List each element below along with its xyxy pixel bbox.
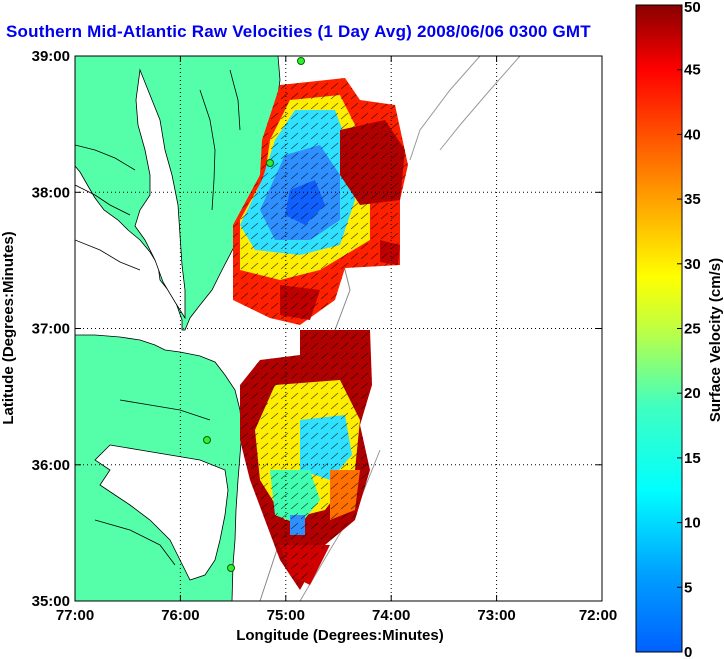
colorbar-tick-label: 10 bbox=[684, 515, 701, 532]
colorbar-tick-label: 40 bbox=[684, 126, 701, 143]
colorbar-tick-label: 30 bbox=[684, 256, 701, 273]
radar-station-marker bbox=[203, 436, 211, 444]
x-tick-label: 75:00 bbox=[267, 607, 305, 624]
chart-title: Southern Mid-Atlantic Raw Velocities (1 … bbox=[6, 22, 591, 41]
colorbar-tick-label: 20 bbox=[684, 385, 701, 402]
chesapeake-bay bbox=[134, 68, 186, 320]
radar-station-marker bbox=[297, 57, 305, 65]
colorbar-tick-label: 5 bbox=[684, 579, 692, 596]
y-tick-label: 39:00 bbox=[32, 48, 70, 65]
grid-lines bbox=[75, 56, 602, 601]
colorbar-tick-label: 0 bbox=[684, 644, 692, 659]
colorbar-tick-label: 25 bbox=[684, 321, 701, 338]
x-tick-label: 74:00 bbox=[372, 607, 410, 624]
x-tick-label: 77:00 bbox=[56, 607, 94, 624]
north-velocity-field bbox=[233, 78, 408, 325]
colorbar bbox=[635, 4, 683, 653]
south-velocity-field bbox=[240, 330, 372, 590]
colorbar-tick-label: 45 bbox=[684, 62, 701, 79]
radar-station-marker bbox=[227, 564, 235, 572]
radar-station-marker bbox=[266, 159, 274, 167]
y-tick-label: 36:00 bbox=[32, 457, 70, 474]
x-tick-label: 73:00 bbox=[477, 607, 515, 624]
y-tick-label: 38:00 bbox=[32, 184, 70, 201]
colorbar-label: Surface Velocity (cm/s) bbox=[707, 258, 724, 422]
colorbar-tick-label: 15 bbox=[684, 450, 701, 467]
x-tick-label: 76:00 bbox=[161, 607, 199, 624]
y-tick-label: 37:00 bbox=[32, 321, 70, 338]
y-tick-label: 35:00 bbox=[32, 593, 70, 610]
colorbar-tick-label: 35 bbox=[684, 191, 701, 208]
x-axis-label: Longitude (Degrees:Minutes) bbox=[236, 627, 444, 644]
albemarle-sound bbox=[94, 444, 229, 581]
y-axis-label: Latitude (Degrees:Minutes) bbox=[0, 231, 17, 424]
x-tick-label: 72:00 bbox=[579, 607, 617, 624]
colorbar-tick-label: 50 bbox=[684, 0, 701, 16]
